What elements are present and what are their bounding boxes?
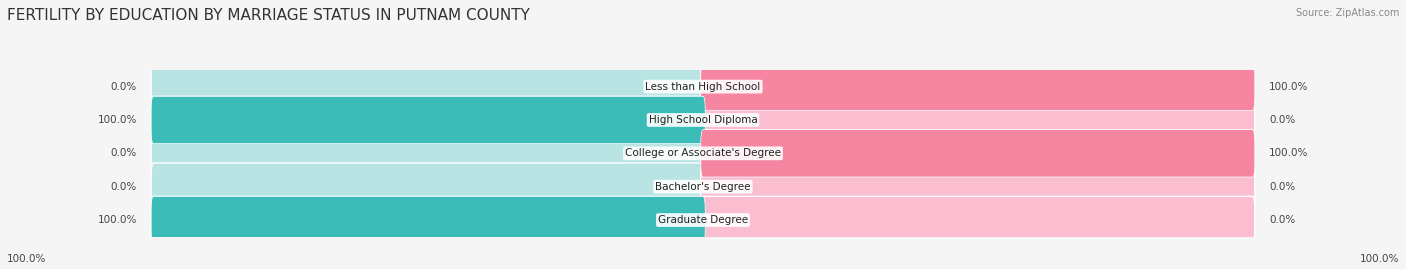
FancyBboxPatch shape <box>152 163 706 210</box>
Text: 0.0%: 0.0% <box>111 82 136 92</box>
Text: Bachelor's Degree: Bachelor's Degree <box>655 182 751 192</box>
Text: 100.0%: 100.0% <box>1270 82 1309 92</box>
Text: 0.0%: 0.0% <box>1270 182 1295 192</box>
Text: Graduate Degree: Graduate Degree <box>658 215 748 225</box>
Text: Source: ZipAtlas.com: Source: ZipAtlas.com <box>1295 8 1399 18</box>
Text: FERTILITY BY EDUCATION BY MARRIAGE STATUS IN PUTNAM COUNTY: FERTILITY BY EDUCATION BY MARRIAGE STATU… <box>7 8 530 23</box>
FancyBboxPatch shape <box>152 130 706 177</box>
Text: 100.0%: 100.0% <box>97 215 136 225</box>
Text: 0.0%: 0.0% <box>1270 215 1295 225</box>
Text: 0.0%: 0.0% <box>111 148 136 158</box>
Text: 0.0%: 0.0% <box>111 182 136 192</box>
FancyBboxPatch shape <box>700 96 1254 144</box>
FancyBboxPatch shape <box>700 196 1254 244</box>
FancyBboxPatch shape <box>700 63 1254 110</box>
Text: College or Associate's Degree: College or Associate's Degree <box>626 148 780 158</box>
FancyBboxPatch shape <box>152 96 706 144</box>
FancyBboxPatch shape <box>152 196 706 244</box>
Text: 100.0%: 100.0% <box>7 254 46 264</box>
Text: High School Diploma: High School Diploma <box>648 115 758 125</box>
Text: 0.0%: 0.0% <box>1270 115 1295 125</box>
FancyBboxPatch shape <box>152 96 706 144</box>
Text: 100.0%: 100.0% <box>97 115 136 125</box>
Text: Less than High School: Less than High School <box>645 82 761 92</box>
FancyBboxPatch shape <box>152 196 706 244</box>
FancyBboxPatch shape <box>700 130 1254 177</box>
Text: 100.0%: 100.0% <box>1360 254 1399 264</box>
FancyBboxPatch shape <box>700 163 1254 210</box>
Text: 100.0%: 100.0% <box>1270 148 1309 158</box>
FancyBboxPatch shape <box>700 63 1254 110</box>
FancyBboxPatch shape <box>152 63 706 110</box>
FancyBboxPatch shape <box>700 130 1254 177</box>
